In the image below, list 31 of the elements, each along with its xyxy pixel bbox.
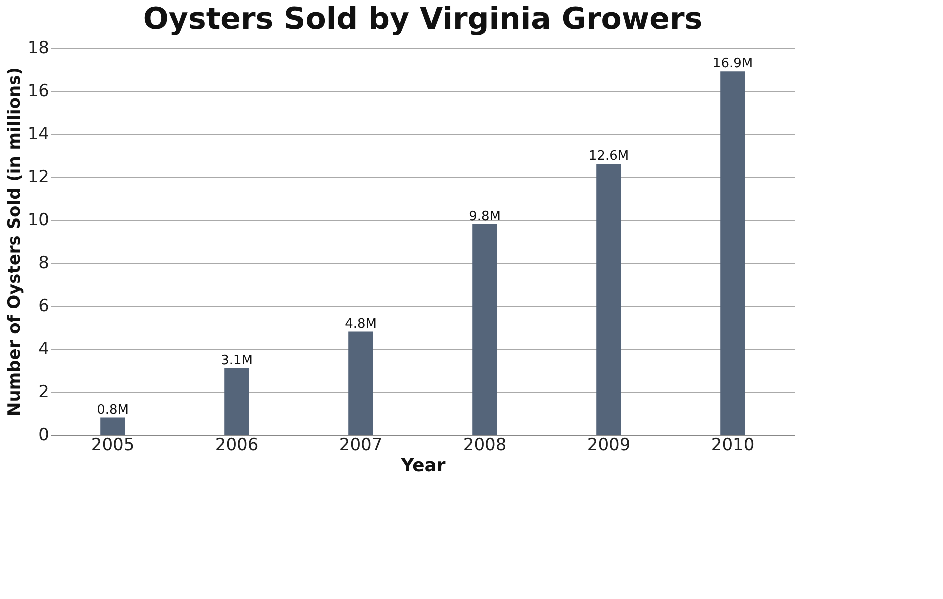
y-tick-label: 2 xyxy=(38,382,50,402)
bar xyxy=(224,368,250,435)
y-tick-label: 14 xyxy=(28,124,50,144)
x-tick-label: 2006 xyxy=(215,436,259,456)
bar xyxy=(472,224,498,435)
bar xyxy=(720,72,746,435)
y-tick-label: 6 xyxy=(38,296,50,316)
y-tick-label: 16 xyxy=(28,82,50,102)
y-tick-label: 0 xyxy=(38,426,50,446)
bar xyxy=(100,418,126,435)
chart-title: Oysters Sold by Virginia Growers xyxy=(143,2,703,37)
y-tick-label: 4 xyxy=(38,340,50,360)
y-tick-label: 18 xyxy=(28,38,50,58)
data-label: 0.8M xyxy=(97,402,129,418)
data-label: 3.1M xyxy=(221,353,253,368)
x-tick-label: 2008 xyxy=(463,436,507,456)
y-axis-title: Number of Oysters Sold (in millions) xyxy=(4,68,25,416)
bar xyxy=(596,164,622,435)
x-tick-label: 2010 xyxy=(711,436,755,456)
y-tick-label: 8 xyxy=(38,254,50,274)
bar xyxy=(348,332,374,435)
y-tick-label: 12 xyxy=(28,168,50,188)
x-tick-label: 2009 xyxy=(587,436,631,456)
data-label: 4.8M xyxy=(345,316,377,332)
x-tick-label: 2005 xyxy=(91,436,135,456)
data-label: 12.6M xyxy=(588,149,630,164)
x-tick-label: 2007 xyxy=(339,436,383,456)
y-tick-label: 10 xyxy=(28,210,50,230)
data-label: 9.8M xyxy=(469,209,501,224)
x-axis-title: Year xyxy=(400,456,446,476)
data-label: 16.9M xyxy=(712,56,754,72)
